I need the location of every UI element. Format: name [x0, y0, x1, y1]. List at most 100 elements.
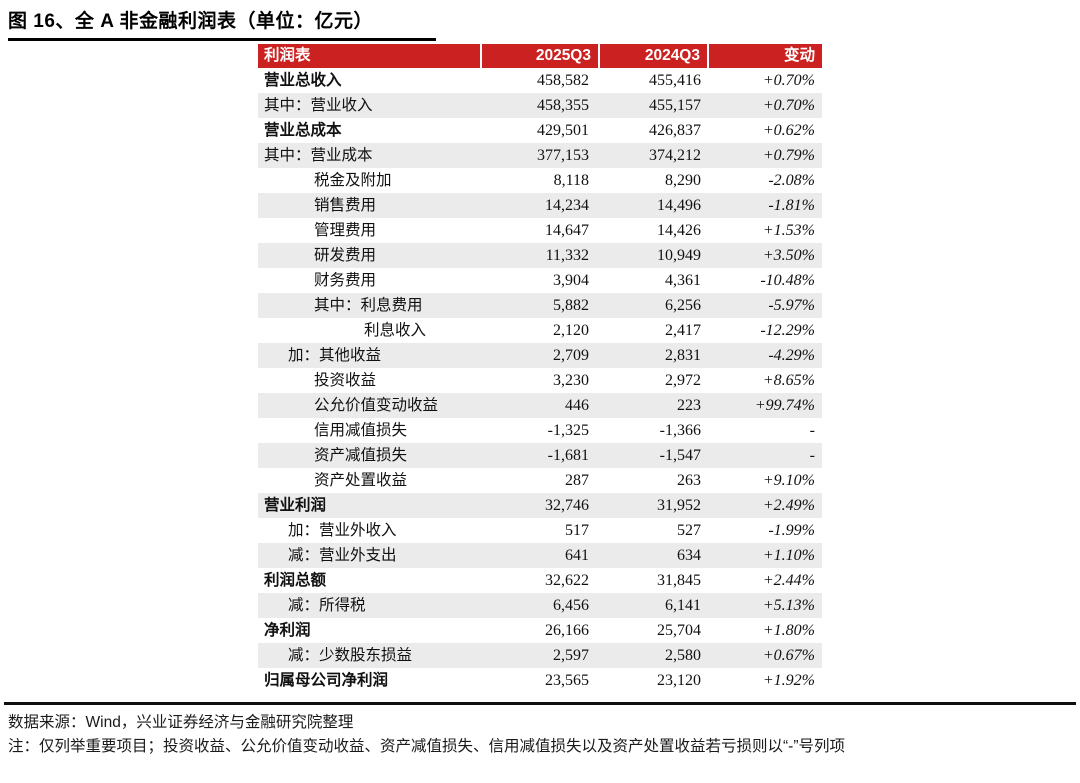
column-header-2025q3: 2025Q3: [480, 44, 598, 68]
value-change: +0.70%: [762, 97, 815, 114]
value-change: +0.62%: [762, 122, 815, 139]
row-label: 减：所得税: [288, 597, 366, 614]
value-2025q3: 11,332: [545, 247, 589, 264]
value-2024q3: 455,416: [649, 72, 701, 89]
data-source-line: 数据来源：Wind，兴业证券经济与金融研究院整理: [8, 714, 354, 731]
value-change: +2.49%: [762, 497, 815, 514]
table-row: 利润总额 32,622 31,845 +2.44%: [258, 568, 822, 593]
value-2025q3: 3,904: [553, 272, 589, 289]
value-2024q3: 25,704: [657, 622, 701, 639]
value-change: -: [809, 447, 815, 464]
value-2024q3: 263: [677, 472, 701, 489]
value-2025q3: 2,597: [553, 647, 589, 664]
value-2024q3: 10,949: [657, 247, 701, 264]
value-2024q3: 31,952: [657, 497, 701, 514]
income-statement-table: 利润表 2025Q3 2024Q3 变动 营业总收入 458,582 455,4…: [258, 44, 822, 693]
row-label: 归属母公司净利润: [264, 672, 389, 689]
table-row: 财务费用 3,904 4,361 -10.48%: [258, 268, 822, 293]
value-2025q3: 377,153: [537, 147, 589, 164]
value-2024q3: 2,417: [665, 322, 701, 339]
table-row: 其中：利息费用 5,882 6,256 -5.97%: [258, 293, 822, 318]
value-2025q3: 429,501: [537, 122, 589, 139]
table-row: 减：所得税 6,456 6,141 +5.13%: [258, 593, 822, 618]
value-2025q3: -1,681: [547, 447, 589, 464]
value-2025q3: 641: [565, 547, 589, 564]
value-change: +1.53%: [762, 222, 815, 239]
table-row: 公允价值变动收益 446 223 +99.74%: [258, 393, 822, 418]
value-change: +0.67%: [762, 647, 815, 664]
table-row: 减：少数股东损益 2,597 2,580 +0.67%: [258, 643, 822, 668]
value-2024q3: 223: [677, 397, 701, 414]
table-row: 营业总收入 458,582 455,416 +0.70%: [258, 68, 822, 93]
row-label: 其中：营业成本: [264, 147, 373, 164]
column-header-change: 变动: [707, 44, 822, 68]
value-2024q3: 634: [677, 547, 701, 564]
value-change: -5.97%: [768, 297, 815, 314]
row-label: 利息收入: [364, 322, 427, 339]
table-header-row: 利润表 2025Q3 2024Q3 变动: [258, 44, 822, 68]
value-change: +5.13%: [762, 597, 815, 614]
value-2025q3: -1,325: [547, 422, 589, 439]
table-row: 资产处置收益 287 263 +9.10%: [258, 468, 822, 493]
table-row: 净利润 26,166 25,704 +1.80%: [258, 618, 822, 643]
table-row: 投资收益 3,230 2,972 +8.65%: [258, 368, 822, 393]
column-header-item: 利润表: [264, 47, 311, 64]
row-label: 净利润: [264, 622, 311, 639]
table-row: 销售费用 14,234 14,496 -1.81%: [258, 193, 822, 218]
table-row: 营业利润 32,746 31,952 +2.49%: [258, 493, 822, 518]
footer-divider: [4, 702, 1076, 705]
value-2024q3: 6,141: [665, 597, 701, 614]
value-change: +1.92%: [762, 672, 815, 689]
value-2025q3: 8,118: [553, 172, 589, 189]
row-label: 销售费用: [314, 197, 377, 214]
value-change: +1.80%: [762, 622, 815, 639]
value-2025q3: 458,355: [537, 97, 589, 114]
value-change: +99.74%: [754, 397, 815, 414]
row-label: 利润总额: [264, 572, 327, 589]
value-2024q3: -1,547: [659, 447, 701, 464]
table-row: 加：其他收益 2,709 2,831 -4.29%: [258, 343, 822, 368]
value-2025q3: 2,120: [553, 322, 589, 339]
row-label: 税金及附加: [314, 172, 392, 189]
value-2025q3: 32,622: [545, 572, 589, 589]
value-change: -10.48%: [760, 272, 815, 289]
value-2024q3: 31,845: [657, 572, 701, 589]
value-2024q3: 23,120: [657, 672, 701, 689]
value-2025q3: 26,166: [545, 622, 589, 639]
table-row: 利息收入 2,120 2,417 -12.29%: [258, 318, 822, 343]
value-2025q3: 23,565: [545, 672, 589, 689]
row-label: 财务费用: [314, 272, 377, 289]
table-row: 归属母公司净利润 23,565 23,120 +1.92%: [258, 668, 822, 693]
row-label: 研发费用: [314, 247, 377, 264]
value-change: +3.50%: [762, 247, 815, 264]
value-2024q3: -1,366: [659, 422, 701, 439]
value-2025q3: 32,746: [545, 497, 589, 514]
value-change: -12.29%: [760, 322, 815, 339]
value-change: -4.29%: [768, 347, 815, 364]
value-2025q3: 2,709: [553, 347, 589, 364]
row-label: 信用减值损失: [314, 422, 408, 439]
value-2025q3: 6,456: [553, 597, 589, 614]
row-label: 其中：营业收入: [264, 97, 373, 114]
table-row: 减：营业外支出 641 634 +1.10%: [258, 543, 822, 568]
value-change: +9.10%: [762, 472, 815, 489]
row-label: 减：少数股东损益: [288, 647, 413, 664]
table-row: 加：营业外收入 517 527 -1.99%: [258, 518, 822, 543]
value-2025q3: 5,882: [553, 297, 589, 314]
value-change: -1.99%: [768, 522, 815, 539]
value-2024q3: 374,212: [649, 147, 701, 164]
value-2025q3: 287: [565, 472, 589, 489]
row-label: 公允价值变动收益: [314, 397, 439, 414]
note-line: 注：仅列举重要项目；投资收益、公允价值变动收益、资产减值损失、信用减值损失以及资…: [8, 737, 845, 755]
value-2024q3: 14,426: [657, 222, 701, 239]
value-change: +0.79%: [762, 147, 815, 164]
value-2024q3: 2,580: [665, 647, 701, 664]
row-label: 其中：利息费用: [314, 297, 423, 314]
value-change: +0.70%: [762, 72, 815, 89]
value-2025q3: 446: [565, 397, 589, 414]
value-2024q3: 4,361: [665, 272, 701, 289]
row-label: 资产处置收益: [314, 472, 408, 489]
value-2024q3: 8,290: [665, 172, 701, 189]
value-2025q3: 14,234: [545, 197, 589, 214]
